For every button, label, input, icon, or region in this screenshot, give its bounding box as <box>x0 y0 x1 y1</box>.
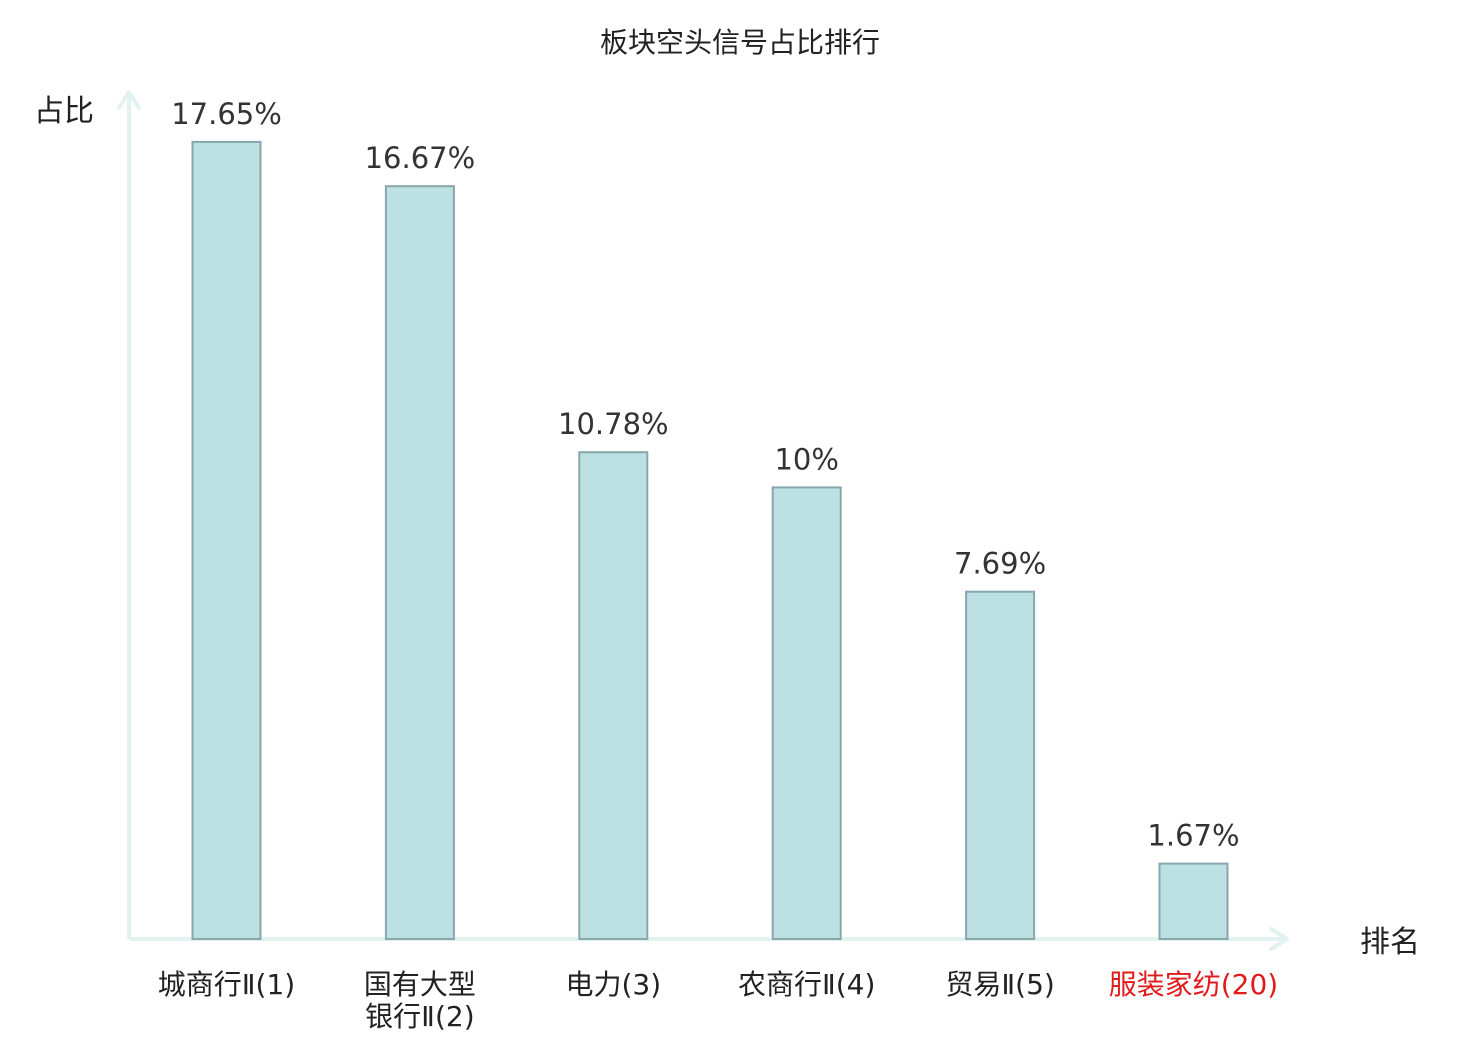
category-label: 农商行Ⅱ(4) <box>738 968 875 1001</box>
y-axis-arrow <box>117 90 141 110</box>
category-label: 国有大型 <box>364 968 476 1001</box>
chart-title: 板块空头信号占比排行 <box>600 26 880 59</box>
bar <box>1158 862 1229 940</box>
value-label: 10.78% <box>558 407 669 441</box>
value-label: 1.67% <box>1147 819 1239 853</box>
bar <box>191 140 262 940</box>
bar <box>771 486 842 940</box>
bar <box>384 185 455 940</box>
category-label-highlight: 服装家纺(20) <box>1109 968 1278 1001</box>
category-label: 电力(3) <box>565 968 661 1001</box>
value-label: 7.69% <box>954 547 1046 581</box>
bar <box>965 590 1036 940</box>
x-axis-arrow <box>1269 927 1289 951</box>
y-axis-label: 占比 <box>34 94 94 129</box>
bar <box>578 451 649 940</box>
category-label: 贸易Ⅱ(5) <box>945 968 1054 1001</box>
x-axis-label: 排名 <box>1360 925 1420 960</box>
value-label: 10% <box>774 442 838 476</box>
category-label: 城商行Ⅱ(1) <box>158 968 295 1001</box>
value-label: 17.65% <box>171 97 282 131</box>
bars-layer <box>191 140 1229 940</box>
value-labels-layer: 17.65% 16.67% 10.78% 10% 7.69% 1.67% <box>171 97 1239 853</box>
category-label: 银行Ⅱ(2) <box>365 1000 474 1033</box>
value-label: 16.67% <box>365 141 476 175</box>
